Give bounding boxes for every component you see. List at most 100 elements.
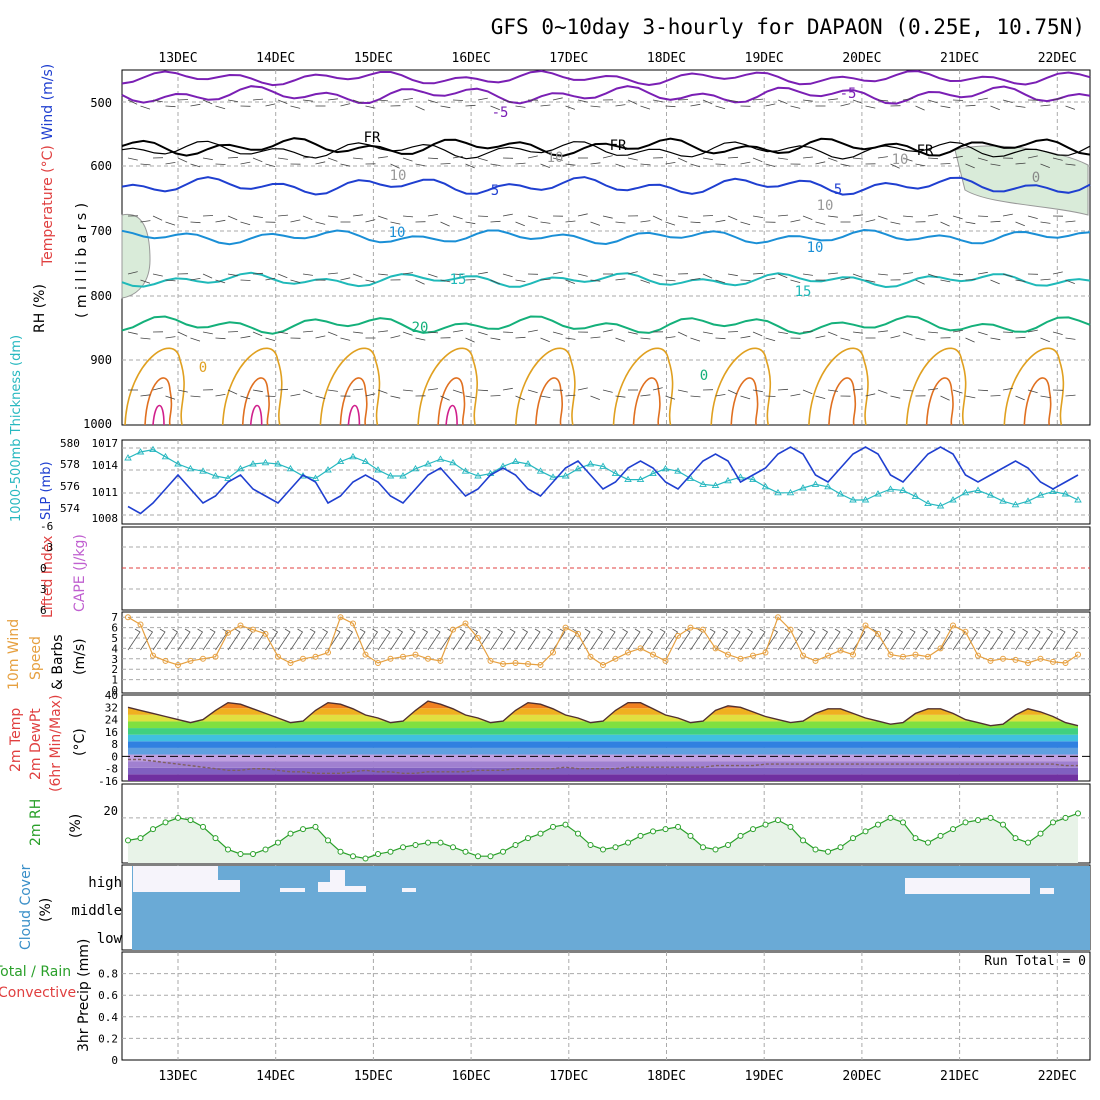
slp-label: SLP (mb)	[39, 461, 54, 520]
rh2m-point	[950, 826, 956, 833]
wind10-point	[662, 657, 669, 664]
thickness-point	[561, 472, 570, 479]
wind-barb	[715, 105, 726, 110]
wind-barb	[1052, 97, 1063, 101]
wind-barb	[165, 162, 176, 165]
wind10-barb	[427, 628, 441, 651]
wind-barb	[802, 215, 813, 220]
slp-panel	[122, 445, 1090, 516]
wind-barb	[752, 272, 764, 275]
rh2m-point	[837, 844, 844, 851]
cloud-gap	[905, 878, 1030, 894]
wind10-point	[800, 652, 806, 659]
wind-barb	[127, 157, 138, 161]
wind-barb	[690, 395, 701, 398]
thickness-point	[824, 482, 832, 490]
wind-barb	[627, 271, 638, 275]
slp-line	[127, 446, 1079, 515]
temp-contour-darkorange	[437, 377, 466, 426]
wind10-barb	[840, 628, 854, 651]
wind-barb	[627, 157, 638, 161]
wind-barb	[352, 99, 363, 104]
day-label-top: 20DEC	[842, 51, 881, 66]
wind-barb	[840, 337, 851, 341]
wind-barb	[977, 215, 989, 217]
wind-barb	[852, 157, 863, 160]
li-tick-3: 3	[40, 583, 47, 596]
wind-barb	[452, 99, 464, 101]
wind-barb	[440, 395, 450, 401]
rh2m-point	[500, 848, 506, 855]
mb-tick-800: 800	[90, 289, 112, 303]
wind-barb	[1052, 331, 1063, 335]
wind-barb	[690, 221, 701, 224]
wind-barb	[902, 215, 914, 218]
wind-barb	[202, 99, 213, 105]
rh2m-point	[287, 830, 294, 837]
wind-barb	[940, 221, 950, 227]
rh2m-point	[962, 819, 969, 826]
wind-barb	[477, 97, 488, 101]
wind-barb	[277, 214, 289, 217]
rh2m-point	[612, 844, 619, 851]
cloud-level-middle: middle	[71, 903, 122, 919]
rh2m-point	[862, 828, 869, 835]
temp-unit-label: (°C)	[72, 728, 88, 756]
thickness-point	[1049, 487, 1057, 495]
temp2m-tick: 40	[105, 689, 118, 702]
wind-barb	[727, 99, 738, 102]
wind-barb	[777, 99, 788, 104]
wind-barb	[877, 215, 888, 220]
thickness-point	[661, 464, 670, 472]
contour-label: 10	[390, 168, 407, 184]
isotherm-10	[121, 228, 1091, 246]
thickness-point	[261, 458, 270, 466]
wind10m-barbs-label: & Barbs	[50, 635, 66, 691]
wind-barb	[315, 335, 326, 339]
wind-barb	[1040, 395, 1051, 398]
wind-barb	[265, 103, 276, 107]
wind-barb	[990, 105, 1000, 111]
rh2m-point	[162, 819, 169, 826]
precip-tick: 0.2	[98, 1032, 118, 1045]
wind-barb	[852, 331, 863, 334]
wind-barb	[940, 395, 950, 401]
temp-band	[128, 741, 1078, 748]
wind-barb	[777, 214, 789, 217]
wind-barb	[1015, 221, 1025, 227]
thickness-point	[899, 486, 907, 493]
thickness-point	[149, 445, 157, 453]
thickness-point	[1074, 496, 1082, 503]
thickness-point	[886, 485, 895, 492]
wind-barb	[377, 99, 389, 102]
wind10-point	[1075, 651, 1081, 658]
wind-barb	[415, 279, 425, 285]
thickness-point	[374, 466, 382, 473]
wind-barb	[177, 389, 188, 393]
cloud-panel	[132, 866, 1090, 950]
temp-contour-darkorange	[241, 377, 270, 426]
rh2m-point	[537, 830, 544, 837]
wind10-tick: 7	[111, 611, 118, 624]
wind-barb	[290, 219, 301, 223]
wind-barb	[427, 157, 439, 160]
wind-barb	[927, 214, 938, 217]
rh2m-point	[337, 848, 344, 855]
wind-barb	[190, 103, 201, 107]
rh2m-point	[187, 817, 194, 824]
wind-barb	[552, 271, 563, 275]
wind-barb	[565, 220, 576, 223]
wind-barb	[977, 331, 988, 336]
wind10-barb	[877, 628, 891, 651]
wind10-barb	[602, 628, 616, 651]
wind-barb	[490, 337, 501, 341]
temp-band	[128, 774, 1078, 781]
wind10-point	[650, 651, 656, 658]
wind-barb	[540, 163, 550, 168]
thickness-point	[674, 467, 682, 474]
cape-axis-labels: Lifted Index CAPE (J/kg) -6 -3 0 3 6	[40, 520, 88, 618]
wind-barb	[952, 330, 963, 333]
wind-barb	[340, 337, 351, 341]
